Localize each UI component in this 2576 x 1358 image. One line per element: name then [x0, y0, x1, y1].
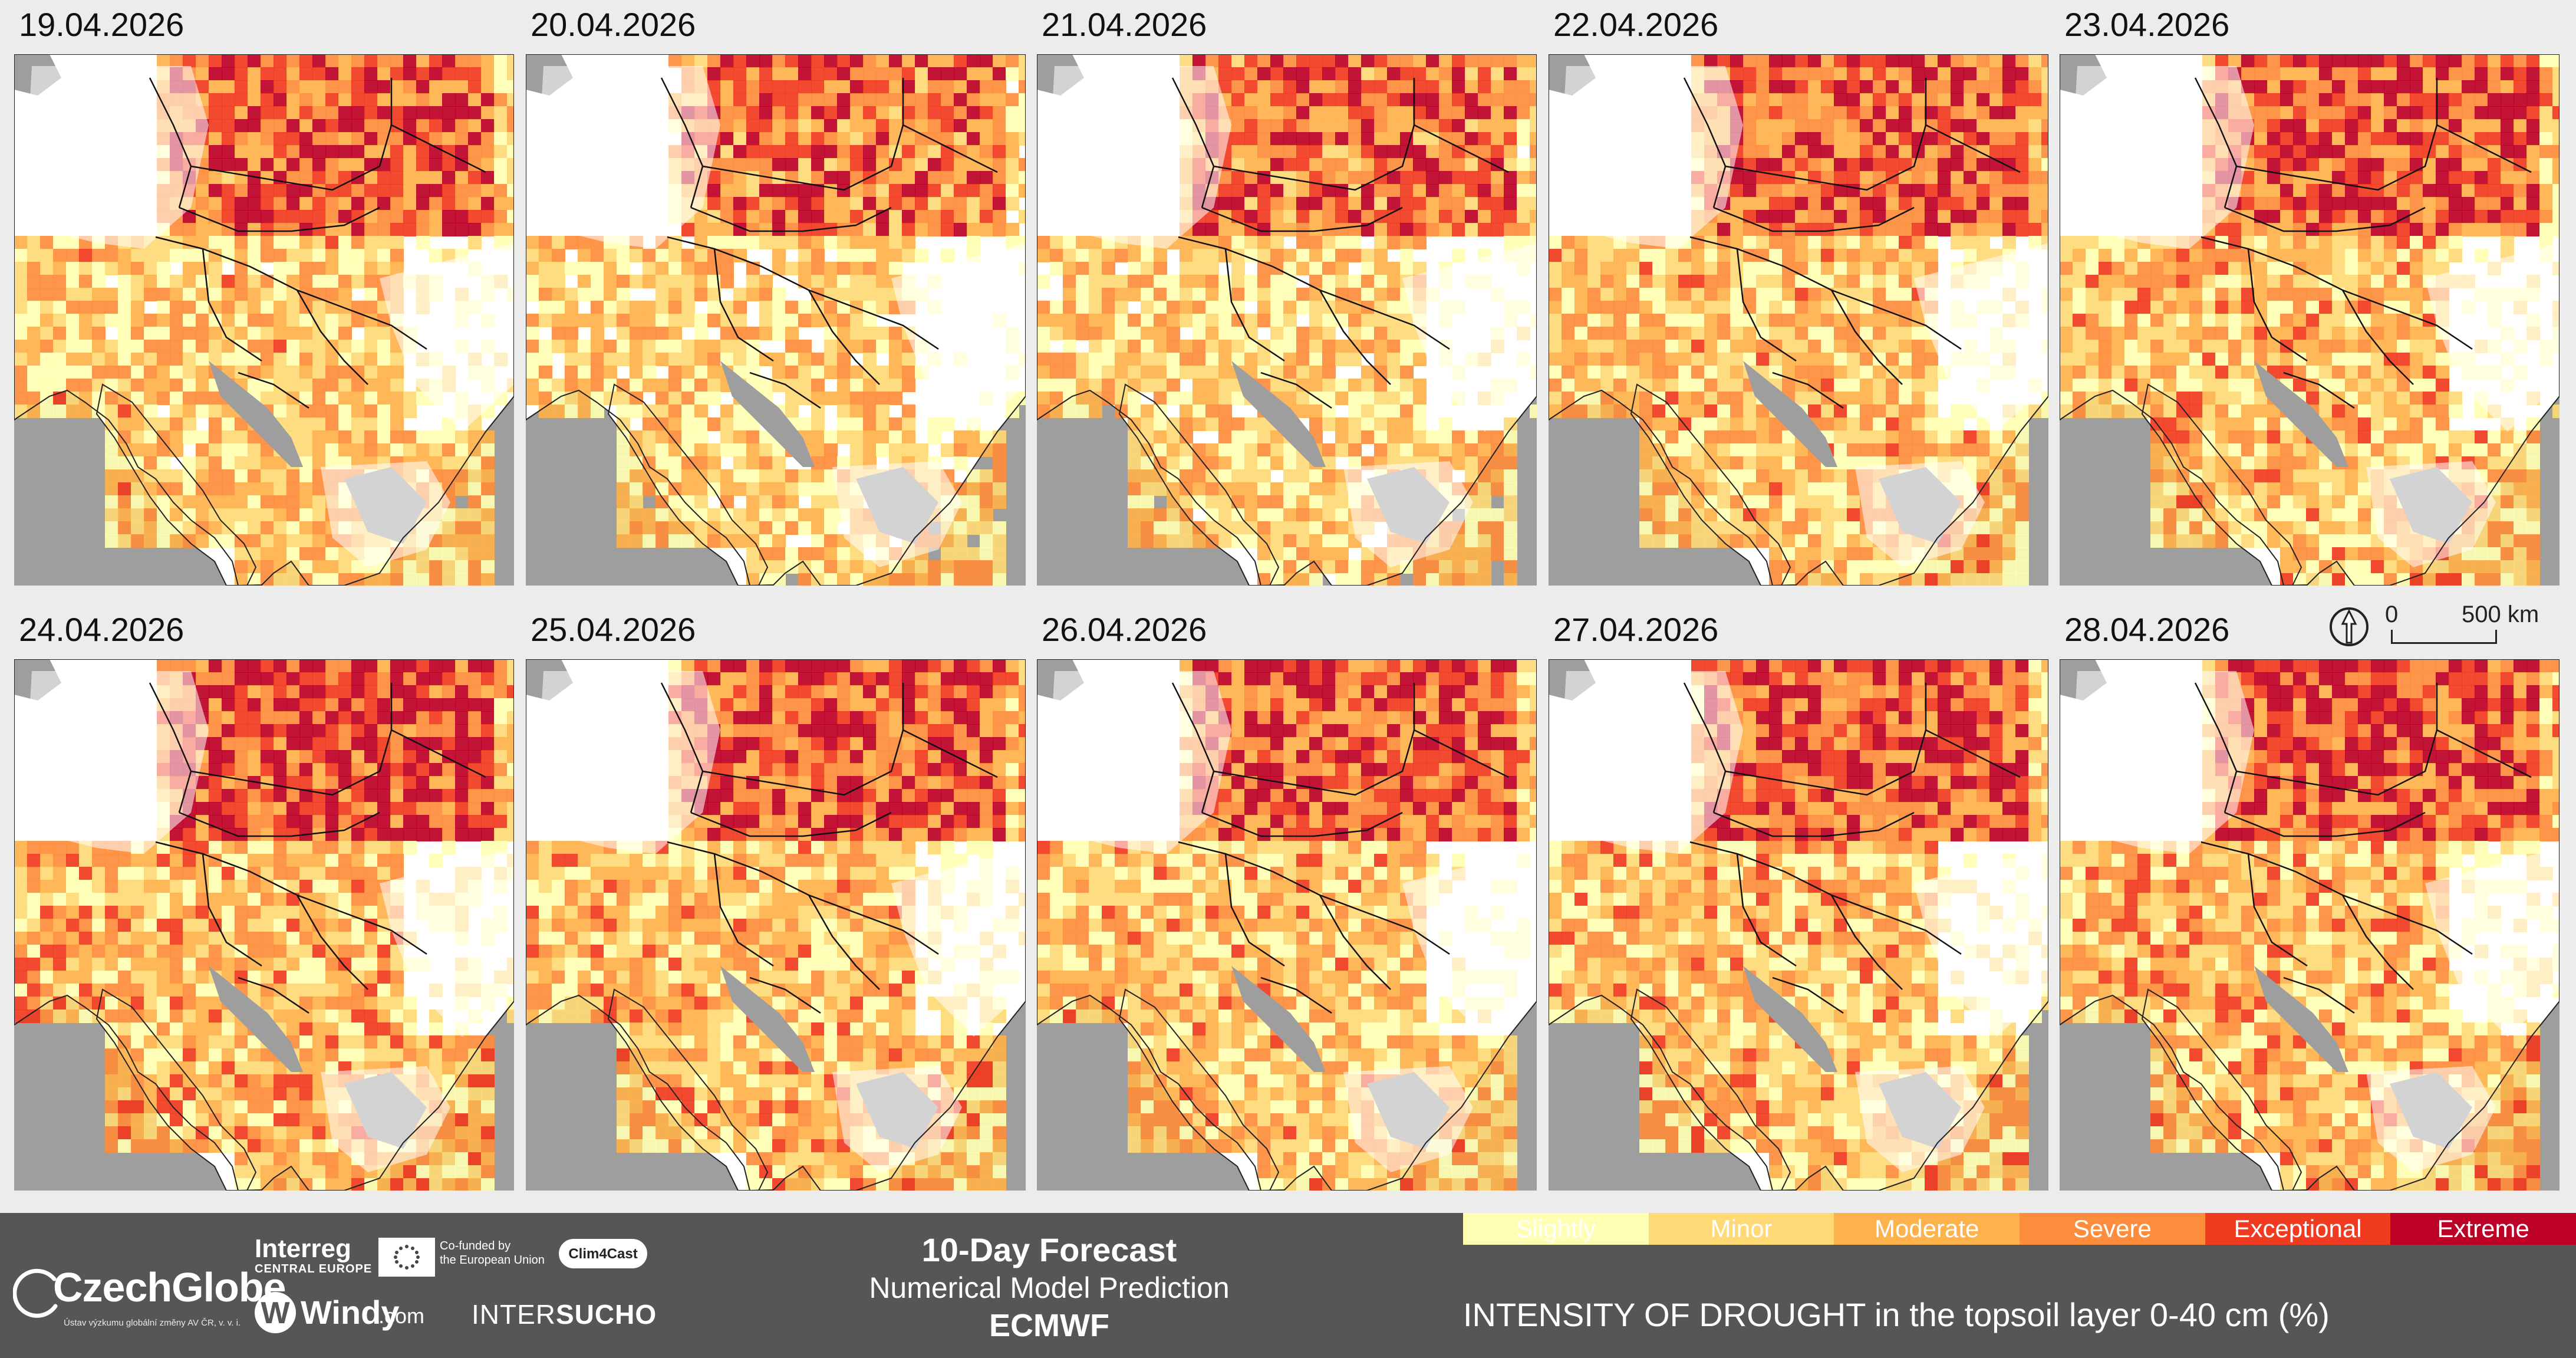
forecast-map-grid: 19.04.2026 20.04.2026 21.04.2026 22.04.2026…	[14, 0, 2559, 1191]
eu-flag-icon	[378, 1238, 435, 1277]
north-arrow-icon	[2330, 607, 2369, 646]
forecast-subtitle: Numerical Model Prediction	[869, 1271, 1230, 1304]
eu-line-2: the European Union	[440, 1254, 545, 1267]
drought-map	[1549, 659, 2048, 1191]
legend-swatch-extreme: Extreme	[2390, 1213, 2576, 1245]
czechglobe-subtitle: Ústav výzkumu globální změny AV ČR, v. v…	[64, 1318, 241, 1328]
drought-map	[1037, 54, 1537, 586]
scale-bar-line	[2391, 630, 2497, 644]
legend-swatch-exceptional: Exceptional	[2205, 1213, 2391, 1245]
legend-caption: INTENSITY OF DROUGHT in the topsoil laye…	[1463, 1296, 2330, 1333]
map-frame	[14, 659, 514, 1191]
forecast-panel: 25.04.2026	[526, 605, 1026, 1191]
forecast-panel: 22.04.2026	[1549, 0, 2048, 586]
forecast-panel: 27.04.2026	[1549, 605, 2048, 1191]
forecast-panel: 28.04.2026	[2060, 605, 2559, 1191]
forecast-panel: 26.04.2026	[1037, 605, 1537, 1191]
panel-date-label: 22.04.2026	[1553, 6, 1719, 43]
map-frame	[2060, 659, 2559, 1191]
legend-swatch-slightly: Slightly	[1463, 1213, 1649, 1245]
czechglobe-name: CzechGlobe	[53, 1264, 286, 1310]
clim4cast-label: Clim4Cast	[568, 1246, 638, 1262]
panel-date-label: 25.04.2026	[531, 611, 696, 648]
forecast-panel: 19.04.2026	[14, 0, 514, 586]
legend-swatch-moderate: Moderate	[1834, 1213, 2020, 1245]
forecast-panel: 20.04.2026	[526, 0, 1026, 586]
drought-map	[14, 54, 514, 586]
drought-map	[1549, 54, 2048, 586]
czechglobe-ring-icon	[13, 1268, 58, 1318]
map-frame	[14, 54, 514, 586]
drought-map	[1037, 659, 1537, 1191]
interreg-subtitle: CENTRAL EUROPE	[255, 1262, 373, 1275]
windy-logo: W Windy .com	[255, 1290, 431, 1337]
map-frame	[1549, 659, 2048, 1191]
footer: CzechGlobe Ústav výzkumu globální změny …	[0, 1213, 2576, 1358]
drought-map	[14, 659, 514, 1191]
panel-date-label: 19.04.2026	[19, 6, 185, 43]
forecast-title: 10-Day Forecast	[921, 1231, 1177, 1268]
windy-domain: .com	[378, 1304, 425, 1328]
legend-swatch-severe: Severe	[2020, 1213, 2205, 1245]
windy-icon: W	[255, 1292, 296, 1333]
scale-distance-label: 500 km	[2462, 601, 2539, 627]
map-frame	[526, 659, 1026, 1191]
panel-date-label: 24.04.2026	[19, 611, 185, 648]
panel-date-label: 26.04.2026	[1042, 611, 1207, 648]
map-frame	[1549, 54, 2048, 586]
clim4cast-badge	[559, 1239, 647, 1268]
panel-date-label: 27.04.2026	[1553, 611, 1719, 648]
panel-date-label: 21.04.2026	[1042, 6, 1207, 43]
scale-bar: 0 500 km	[2328, 601, 2570, 655]
panel-date-label: 28.04.2026	[2064, 611, 2230, 648]
eu-line-1: Co-funded by	[440, 1239, 511, 1252]
panel-date-label: 20.04.2026	[531, 6, 696, 43]
drought-legend: Slightly Minor Moderate Severe Exceptional Ex…	[1463, 1213, 2576, 1248]
map-frame	[526, 54, 1026, 586]
intersucho-part-b: SUCHO	[556, 1299, 657, 1330]
interreg-title: Interreg	[255, 1234, 351, 1263]
eu-cofunded-text: Co-funded by the European Union	[440, 1239, 545, 1267]
czechglobe-logo: CzechGlobe Ústav výzkumu globální změny …	[13, 1242, 286, 1343]
panel-date-label: 23.04.2026	[2064, 6, 2230, 43]
forecast-panel: 21.04.2026	[1037, 0, 1537, 586]
interreg-logo: Interreg CENTRAL EUROPE	[255, 1235, 373, 1276]
forecast-panel: 24.04.2026	[14, 605, 514, 1191]
intersucho-logo: INTERSUCHO	[472, 1298, 657, 1330]
drought-map	[2060, 659, 2559, 1191]
forecast-model: ECMWF	[989, 1308, 1109, 1343]
forecast-panel: 23.04.2026	[2060, 0, 2559, 586]
map-frame	[2060, 54, 2559, 586]
intersucho-part-a: INTER	[472, 1299, 556, 1330]
map-frame	[1037, 659, 1537, 1191]
scale-zero-label: 0	[2385, 601, 2399, 627]
windy-name: Windy	[301, 1294, 400, 1331]
drought-map	[526, 54, 1026, 586]
map-frame	[1037, 54, 1537, 586]
drought-map	[526, 659, 1026, 1191]
drought-map	[2060, 54, 2559, 586]
clim4cast-logo: Clim4Cast	[559, 1239, 648, 1270]
legend-swatch-minor: Minor	[1648, 1213, 1834, 1245]
